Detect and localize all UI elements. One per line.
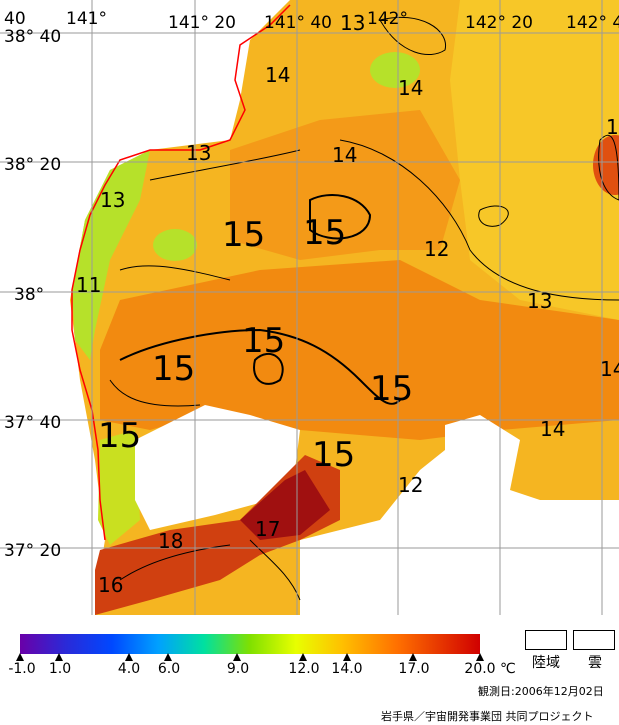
lat-label-38: 38° [14,285,44,305]
contour-label: 14 [332,143,357,167]
lon-label-141: 141° [66,9,107,29]
tick-mark [409,653,417,661]
tick-label: 1.0 [48,661,72,677]
lon-label-141-20: 141° 20 [168,13,236,33]
contour-label: 12 [398,473,423,497]
cloud-label: 雲 [588,655,602,671]
unit-label: ℃ [500,661,516,677]
cool-offshore [450,0,619,320]
graticule [0,0,619,615]
observation-date: 観測日:2006年12月02日 [478,685,604,698]
contour-label-large: 15 [312,435,355,475]
hottest-patch [240,470,330,540]
lat-label-37-20: 37° 20 [4,541,61,561]
lat-label-38-40: 38° 40 [4,27,61,47]
land-label: 陸域 [532,655,560,671]
contour-label: 13 [340,11,365,35]
credit-text: 岩手県／宇宙開発事業団 共同プロジェクト [381,710,594,723]
cloud-swatch [573,630,615,650]
tick-label: -1.0 [8,661,36,677]
tick-mark [164,653,172,661]
tick-label: 6.0 [157,661,181,677]
legend: -1.0 1.0 4.0 6.0 9.0 12.0 14.0 17.0 20.0… [0,615,619,725]
cool-patch-west [153,229,197,261]
land-area [0,0,290,615]
contour-label: 12 [424,237,449,261]
cool-patch-north [370,52,420,88]
contour-label: 13 [606,115,619,139]
tick-mark [299,653,307,661]
lat-label-37-40: 37° 40 [4,413,61,433]
contour-label: 17 [255,517,280,541]
contour-label-large: 15 [242,321,285,361]
map-canvas: 141° 141° 20 141° 40 142° 142° 20 142° 4… [0,0,619,615]
sst-map: 141° 141° 20 141° 40 142° 142° 20 142° 4… [0,0,619,615]
cloud-mask-southeast [300,415,619,615]
contour-label-large: 15 [98,416,141,456]
lon-label-142-20: 142° 20 [465,13,533,33]
contour-label: 16 [98,573,123,597]
tick-mark [16,653,24,661]
lon-label-141-40: 141° 40 [264,13,332,33]
contour-label: 14 [600,357,619,381]
cloud-mask-center [135,405,300,530]
lat-label-38-20: 38° 20 [4,155,61,175]
contour-label: 13 [527,289,552,313]
contour-label-large: 15 [303,213,346,253]
contour-label: 11 [76,273,101,297]
contour-label-large: 15 [222,215,265,255]
tick-label: 9.0 [226,661,250,677]
tick-mark [343,653,351,661]
tick-label: 14.0 [331,661,363,677]
warm-north [230,110,460,260]
contour-label: 14 [540,417,565,441]
lon-label-142-40: 142° 40 [566,13,619,33]
contour-label-large: 15 [370,369,413,409]
isotherms [109,16,619,601]
contour-label: 13 [100,188,125,212]
tick-mark [476,653,484,661]
tick-mark [233,653,241,661]
warm-eddy-east [593,135,619,195]
contour-label: 18 [158,529,183,553]
tick-label: 4.0 [117,661,141,677]
land-swatch [525,630,567,650]
contour-label: 13 [186,141,211,165]
contour-label: 14 [265,63,290,87]
contour-label-large: 15 [152,349,195,389]
warm-core [100,260,619,440]
tick-label: 12.0 [288,661,320,677]
color-scale-bar [20,634,480,654]
contour-label: 14 [398,76,423,100]
tick-mark [55,653,63,661]
tick-mark [125,653,133,661]
corner-label: 40 [4,9,26,29]
tick-label: 20.0 [464,661,496,677]
lon-label-142: 142° [367,9,408,29]
coastal-cool-water-south [98,430,140,545]
tick-label: 17.0 [398,661,430,677]
